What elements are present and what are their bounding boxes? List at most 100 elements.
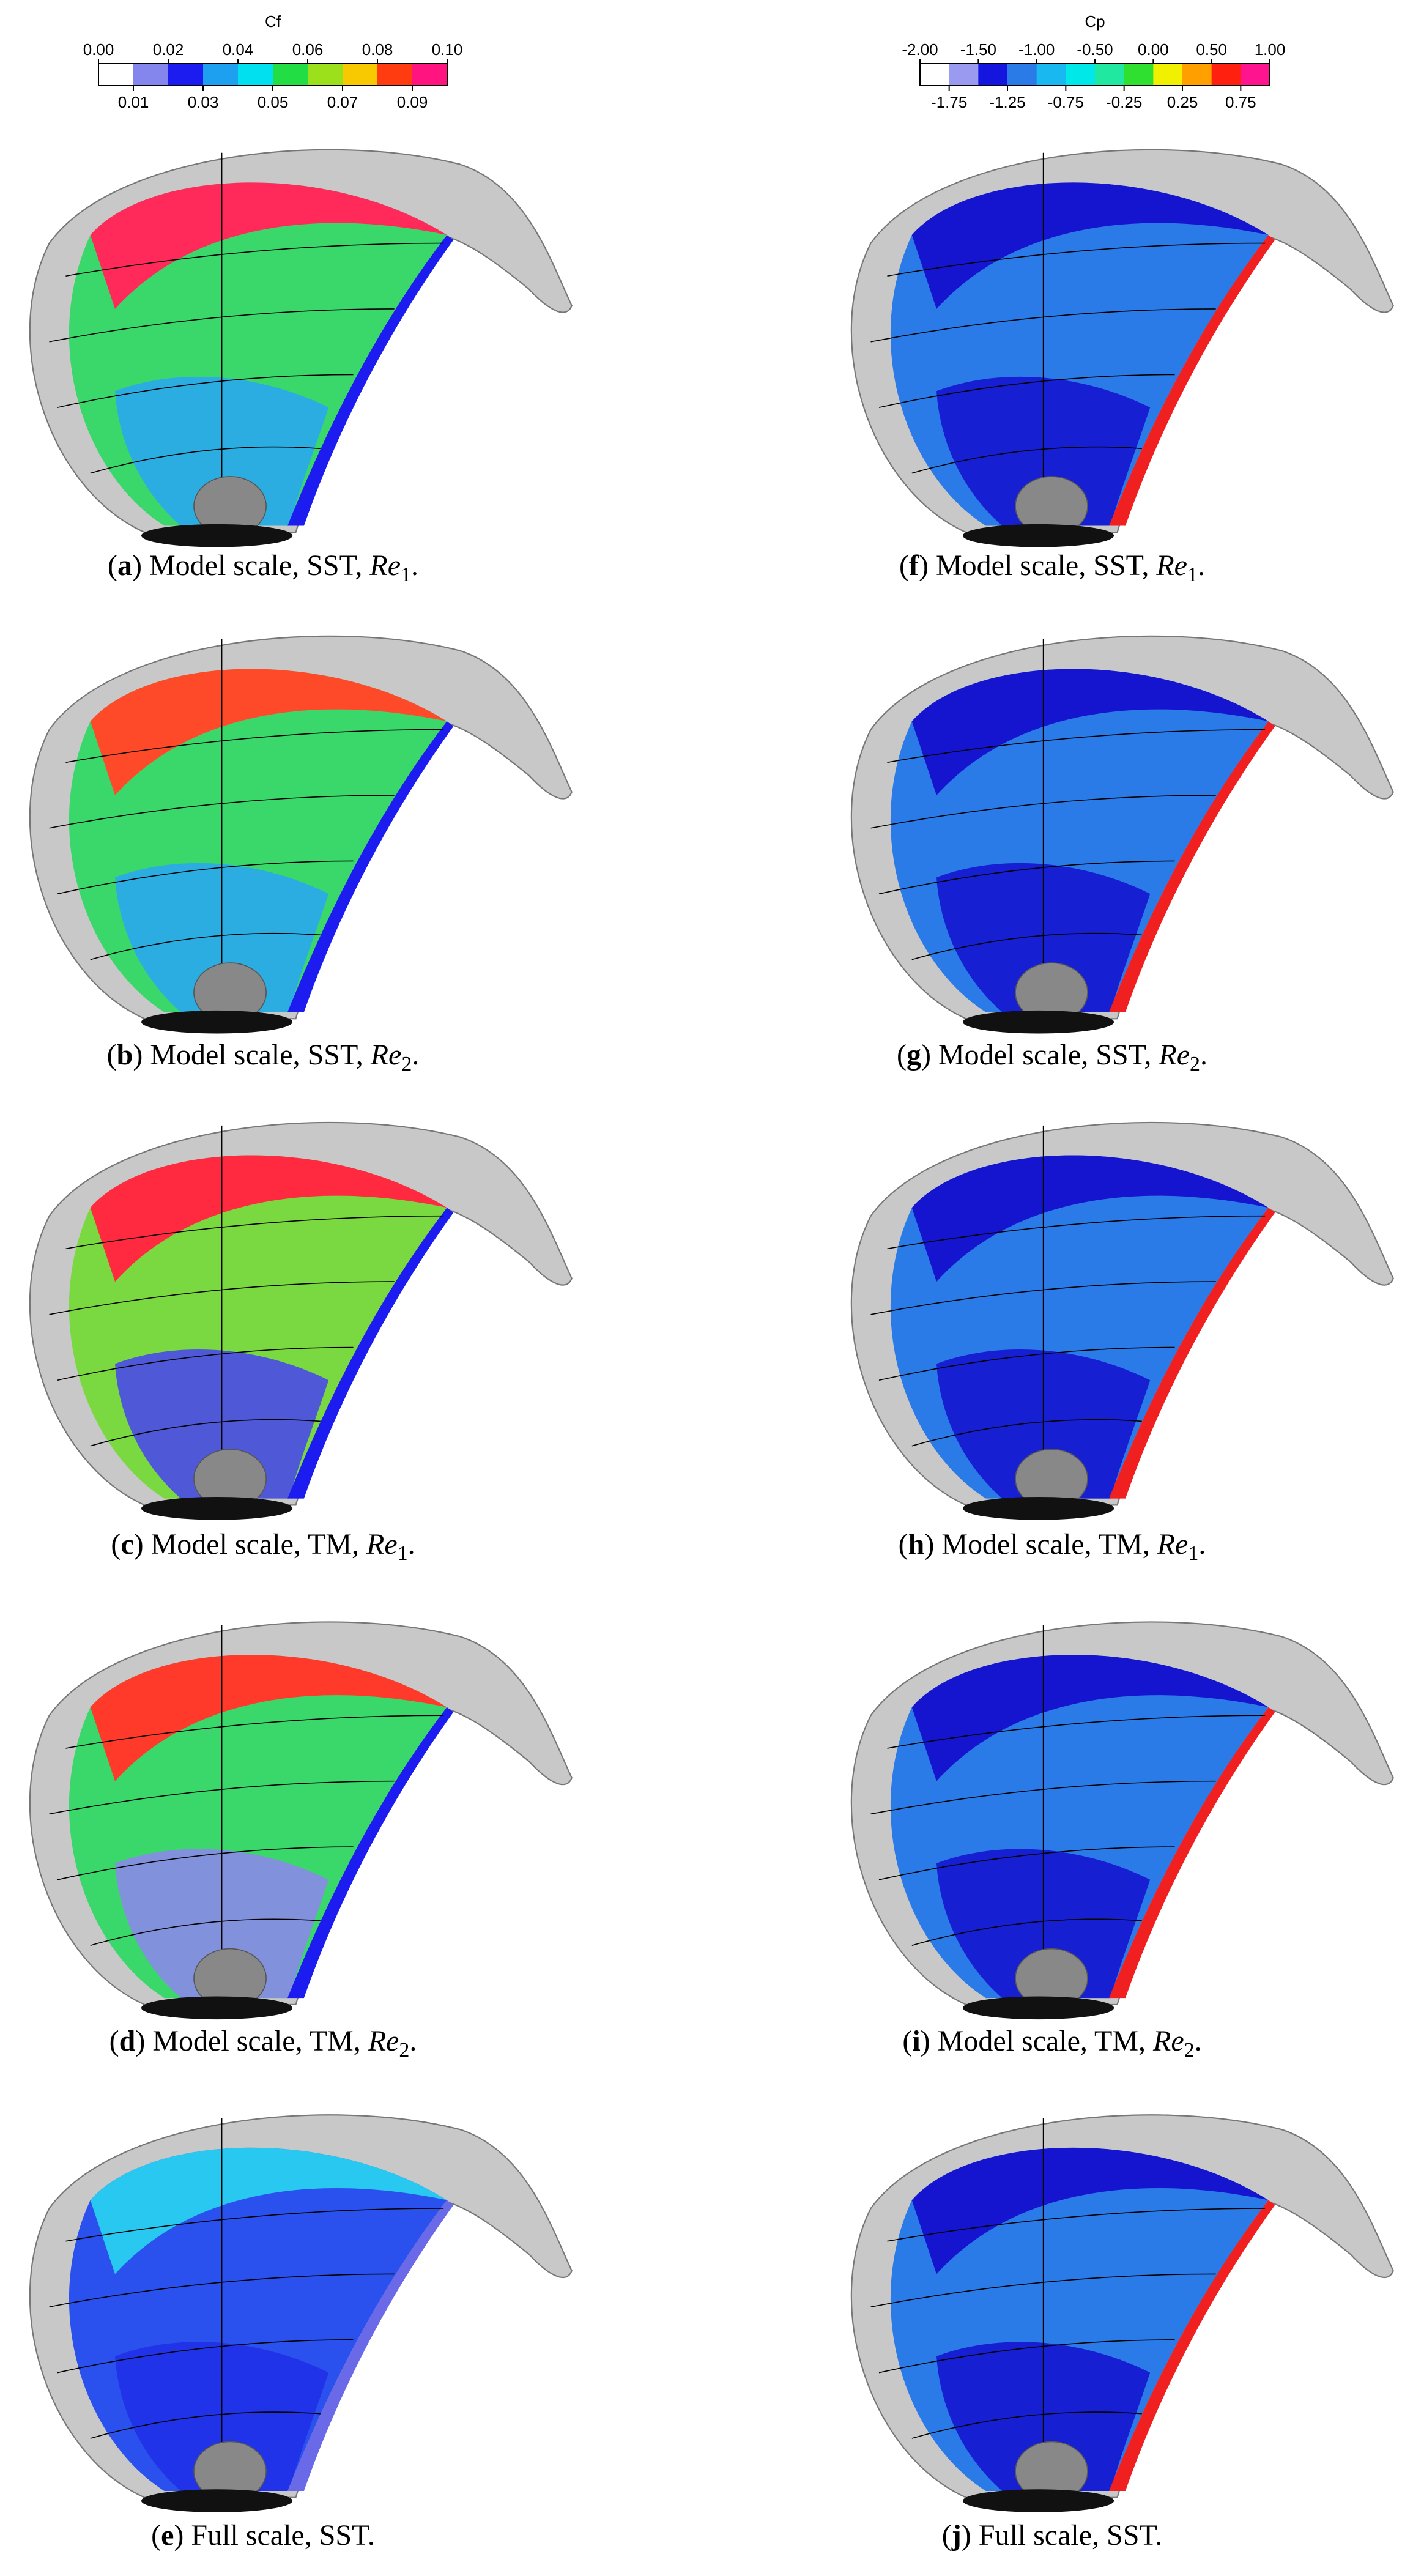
grid-curve — [65, 2208, 444, 2242]
contour-edge — [287, 1707, 454, 1999]
caption-run: ( — [109, 2025, 119, 2057]
caption-run: ( — [897, 1039, 907, 1071]
grid-curve — [90, 2411, 321, 2439]
grid-curve — [57, 1846, 354, 1880]
tick-label: -1.00 — [1018, 40, 1055, 59]
caption-run: 1 — [401, 563, 411, 586]
tick-label: -0.50 — [1077, 40, 1113, 59]
caption: (i) Model scale, TM, Re2. — [902, 2025, 1201, 2062]
colorbar: Cp -2.00 -1.50 -1.00 -0.50 0.00 0.50 1.00 -1.75 -… — [902, 12, 1285, 111]
panel-image — [850, 2114, 1394, 2512]
caption-run: ) Model scale, SST, — [921, 1039, 1159, 1071]
caption-run: . — [1198, 549, 1205, 582]
contour-edge — [1109, 2200, 1275, 2491]
grid-curve — [65, 729, 444, 763]
grid-curve — [911, 1419, 1142, 1447]
caption-run: ) Full scale, SST. — [174, 2519, 374, 2552]
caption-run: . — [1200, 1039, 1207, 1071]
grid-curve — [65, 1715, 444, 1749]
color-band — [949, 64, 979, 86]
colorbar-title: Cp — [1085, 12, 1105, 31]
grid-curve — [887, 2208, 1266, 2242]
grid-curve — [911, 2411, 1142, 2439]
caption-run: b — [117, 1039, 133, 1071]
color-band — [133, 64, 169, 86]
caption-run: ) Model scale, SST, — [919, 549, 1156, 582]
tick-label: 0.00 — [1138, 40, 1169, 59]
caption-run: ( — [942, 2519, 952, 2552]
tick-label: 0.01 — [118, 93, 149, 111]
caption: (d) Model scale, TM, Re2. — [109, 2025, 417, 2062]
caption-run: 2 — [399, 2039, 409, 2062]
caption-run: ) Model scale, SST, — [132, 549, 369, 582]
caption-run: . — [409, 2025, 417, 2057]
color-band — [308, 64, 343, 86]
contour-edge — [1109, 1707, 1275, 1999]
caption-run: a — [117, 549, 132, 582]
caption-run: ) Full scale, SST. — [962, 2519, 1162, 2552]
caption-run: Re — [1152, 2025, 1184, 2057]
color-band — [1007, 64, 1037, 86]
caption-run: 2 — [1184, 2039, 1195, 2062]
grid-curve — [65, 1215, 444, 1250]
grid-curve — [911, 1918, 1142, 1946]
grid-curve — [65, 242, 444, 277]
contour-top — [90, 2147, 447, 2274]
caption-run: j — [951, 2519, 962, 2552]
caption-run: g — [907, 1039, 921, 1071]
tick-label: 0.75 — [1225, 93, 1256, 111]
grid-curve — [57, 1346, 354, 1381]
grid-curve — [90, 1419, 321, 1447]
hub — [141, 1496, 293, 1520]
color-band — [1241, 64, 1270, 86]
tick-label: 0.04 — [223, 40, 254, 59]
grid-curve — [878, 374, 1175, 408]
caption-run: 1 — [1188, 1542, 1198, 1565]
contour-top — [911, 1155, 1269, 1282]
grid-curve — [911, 446, 1142, 474]
panel-image — [850, 1621, 1394, 2020]
tick-label: -2.00 — [902, 40, 938, 59]
contour-top — [90, 1155, 447, 1282]
hub — [962, 1996, 1114, 2020]
caption-run: ( — [111, 1528, 121, 1561]
contour-edge — [287, 2200, 454, 2491]
panel-image — [850, 635, 1394, 1034]
tick-label: 0.00 — [83, 40, 114, 59]
tick-label: 0.50 — [1196, 40, 1227, 59]
color-band — [1211, 64, 1241, 86]
contour-top — [911, 2147, 1269, 2274]
grid-curve — [57, 374, 354, 408]
caption-run: i — [912, 2025, 920, 2057]
panel-image — [29, 149, 573, 547]
grid-curve — [57, 2339, 354, 2374]
grid-curve — [878, 1346, 1175, 1381]
color-band — [377, 64, 413, 86]
color-band — [920, 64, 950, 86]
caption-run: ( — [107, 1039, 117, 1071]
caption: (a) Model scale, SST, Re1. — [108, 549, 418, 586]
caption: (c) Model scale, TM, Re1. — [111, 1528, 415, 1565]
tick-label: -1.75 — [931, 93, 967, 111]
contour-top — [911, 182, 1269, 309]
caption-run: ) Model scale, SST, — [133, 1039, 370, 1071]
contour-edge — [1109, 235, 1275, 526]
contour-edge — [287, 235, 454, 526]
caption-run: Re — [366, 1528, 398, 1561]
grid-curve — [878, 1846, 1175, 1880]
hub — [141, 1010, 293, 1034]
caption-run: ( — [902, 2025, 912, 2057]
caption-run: Re — [1155, 549, 1187, 582]
tick-label: 0.08 — [362, 40, 393, 59]
caption: (e) Full scale, SST. — [151, 2519, 375, 2552]
tick-label: 0.05 — [258, 93, 289, 111]
color-band — [273, 64, 308, 86]
contour-edge — [287, 1208, 454, 1499]
grid-curve — [887, 1715, 1266, 1749]
hub — [962, 1010, 1114, 1034]
caption-run: 2 — [401, 1053, 412, 1075]
tick-label: 0.03 — [188, 93, 219, 111]
caption-run: . — [1198, 1528, 1206, 1561]
